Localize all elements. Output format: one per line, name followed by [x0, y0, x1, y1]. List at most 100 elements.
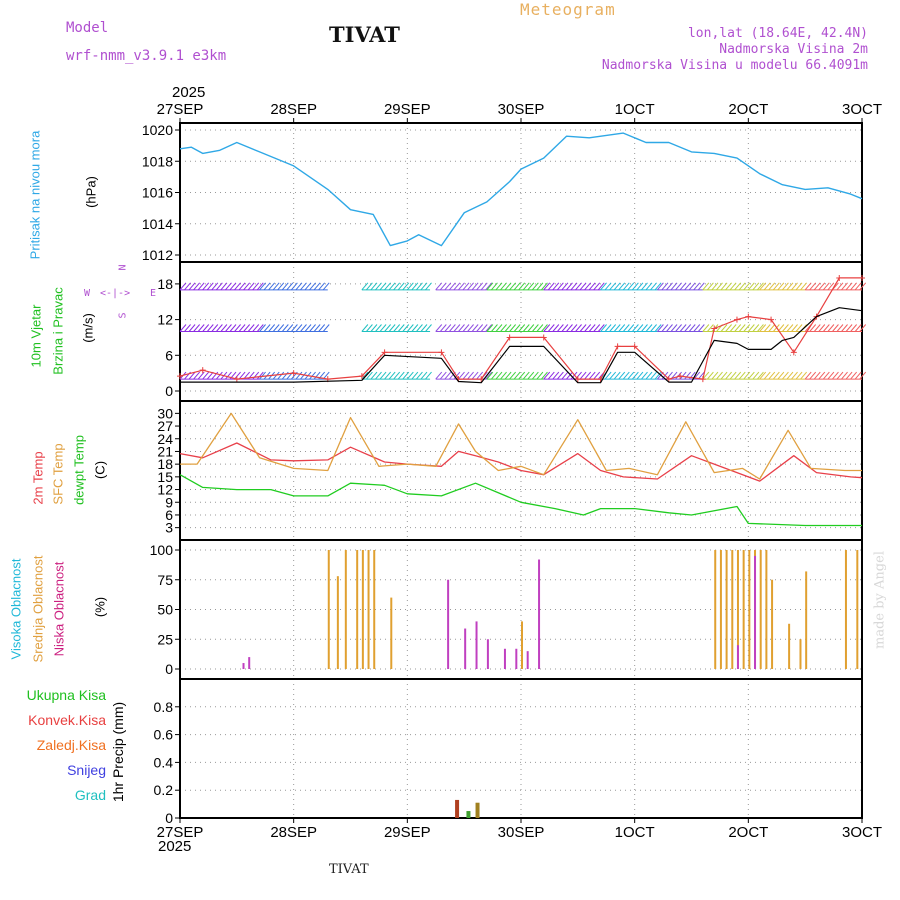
wind-barb: [743, 324, 751, 332]
wind-barb: [813, 282, 821, 291]
wind-barb: [654, 282, 662, 291]
wind-barb: [543, 282, 551, 291]
y-tick-label: 1014: [142, 216, 173, 232]
cloud-bar: [736, 550, 739, 669]
wind-barb: [295, 371, 303, 380]
wind-barb: [313, 282, 321, 291]
y-tick-label: 27: [157, 418, 173, 434]
wind-barb: [845, 282, 853, 291]
wind-barb: [791, 282, 798, 291]
wind-barb: [707, 371, 714, 380]
wind-barb: [593, 371, 601, 380]
wind-barb: [543, 371, 551, 380]
wind-barb: [822, 324, 830, 332]
wind-barb: [402, 371, 410, 380]
wind-barb: [286, 282, 294, 291]
wind-barb: [379, 324, 387, 332]
pressure-panel: 1012 1014 1016 1018 1020: [142, 122, 863, 263]
wind-barb: [397, 324, 405, 332]
wind-barb: [366, 282, 373, 291]
wind-barb: [570, 371, 578, 380]
wind-barb: [486, 282, 494, 291]
gust-marker: [768, 316, 775, 323]
y-tick-label: 50: [157, 602, 173, 618]
wind-barb: [388, 324, 396, 332]
cloud-bar: [361, 550, 364, 669]
cloud-bar: [754, 555, 757, 669]
wind-barb: [416, 282, 423, 291]
gust-marker: [631, 343, 638, 350]
wind-barb: [420, 371, 428, 380]
cloud-bar: [844, 550, 847, 669]
wind-barb: [518, 371, 526, 380]
wind-barb: [809, 282, 817, 291]
wind-barb: [729, 324, 737, 332]
wind-barb: [813, 371, 821, 380]
wind-barb: [818, 324, 826, 332]
wind-barb: [593, 282, 601, 291]
wind-barb: [536, 324, 544, 332]
wind-barb: [645, 282, 653, 291]
wind-barb: [480, 282, 488, 291]
wind-barb: [281, 324, 289, 332]
wind-barb: [702, 371, 710, 380]
year-label-top: 2025: [172, 84, 206, 101]
wind-barb: [738, 371, 746, 380]
wind-barb: [684, 371, 692, 380]
y-tick-label: 9: [165, 494, 173, 510]
wind-barb: [370, 282, 378, 291]
wind-barb: [435, 324, 443, 332]
wind-barb: [679, 371, 687, 380]
wind-barb: [584, 371, 592, 380]
pressure-line: [179, 132, 863, 247]
wind-barb: [393, 324, 401, 332]
wind-barb: [393, 282, 401, 291]
wind-barb: [406, 371, 414, 380]
wind-barb: [552, 282, 560, 291]
wind-barb: [243, 324, 251, 332]
wind-barb: [556, 324, 564, 332]
wind-barb: [661, 282, 669, 291]
cloud-bar: [464, 628, 467, 669]
wind-barb: [259, 371, 266, 380]
wind-barb: [841, 371, 848, 380]
wind-barb: [476, 371, 484, 380]
y-tick-label: 18: [157, 456, 173, 472]
wind-barb: [693, 282, 701, 291]
cloud-bar: [486, 639, 489, 669]
wind-barb: [782, 371, 789, 380]
wind-barb: [197, 371, 205, 380]
wind-barb: [509, 282, 517, 291]
wind-barb: [720, 282, 728, 291]
wind-barb: [609, 371, 617, 380]
wind-barb: [406, 282, 414, 291]
wind-barb: [504, 282, 512, 291]
footer-station: TIVAT: [329, 862, 369, 877]
wind-barb: [636, 371, 644, 380]
cloud-bar: [515, 648, 518, 669]
wind-barb: [734, 371, 742, 380]
wind-barb: [281, 282, 289, 291]
wind-barb: [584, 324, 592, 332]
wind-barb: [777, 282, 785, 291]
wind-barb: [588, 371, 596, 380]
wind-barb: [822, 282, 830, 291]
cloud-bar: [805, 571, 808, 669]
wind-barb: [471, 371, 479, 380]
wind-barb: [476, 324, 484, 332]
wind-barb: [243, 282, 251, 291]
wind-barb: [597, 282, 605, 291]
wind-barb: [252, 282, 260, 291]
wind-barb: [375, 282, 382, 291]
wind-barb: [716, 282, 723, 291]
wind-barb: [588, 282, 596, 291]
wind-barb: [841, 324, 848, 332]
time-label-top: 28SEP: [270, 101, 317, 118]
wind-barb: [471, 282, 479, 291]
cloud-bar: [521, 621, 523, 669]
wind-barb: [747, 371, 755, 380]
wind-barb: [256, 371, 264, 380]
temp2m-line: [179, 442, 863, 482]
wind-barb: [541, 324, 548, 332]
wind-barb: [556, 371, 564, 380]
